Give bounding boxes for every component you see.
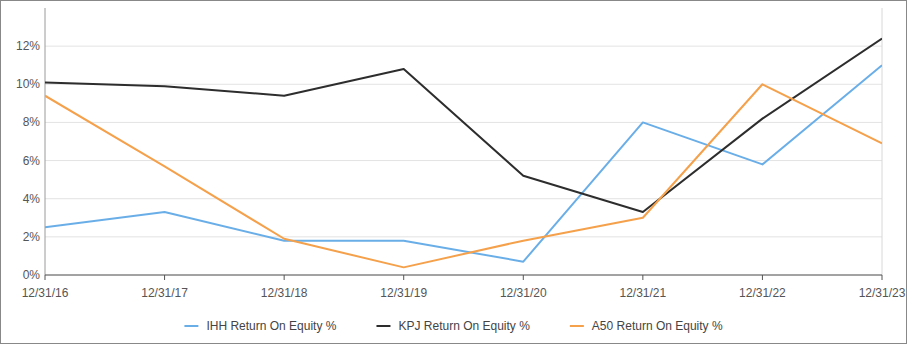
legend-swatch — [184, 325, 198, 327]
grid-line — [45, 46, 882, 47]
x-tick — [45, 275, 46, 280]
legend-label: IHH Return On Equity % — [206, 319, 336, 333]
y-axis-line — [45, 8, 46, 275]
legend-label: KPJ Return On Equity % — [398, 319, 530, 333]
x-tick-label: 12/31/22 — [739, 286, 786, 300]
x-tick — [882, 275, 883, 280]
grid-line — [45, 84, 882, 85]
x-tick-label: 12/31/23 — [859, 286, 906, 300]
x-tick-label: 12/31/17 — [141, 286, 188, 300]
series-line — [45, 65, 882, 261]
x-axis-line — [45, 275, 882, 276]
y-tick-label: 0% — [23, 268, 41, 282]
plot-frame — [882, 8, 883, 275]
y-tick-label: 10% — [16, 77, 40, 91]
x-tick — [523, 275, 524, 280]
x-tick — [164, 275, 165, 280]
y-tick-label: 2% — [23, 230, 41, 244]
legend-swatch — [570, 325, 584, 327]
series-line — [45, 84, 882, 267]
x-tick — [762, 275, 763, 280]
y-tick-label: 6% — [23, 154, 41, 168]
grid-line — [45, 198, 882, 199]
series-line — [45, 39, 882, 213]
y-tick-label: 8% — [23, 115, 41, 129]
y-tick-label: 12% — [16, 39, 40, 53]
x-tick — [403, 275, 404, 280]
legend: IHH Return On Equity % KPJ Return On Equi… — [184, 319, 723, 333]
chart: 0% 2% 4% 6% 8% 10% 12% 12/31/16 12/31/17 12/31/18… — [0, 0, 907, 344]
x-tick-label: 12/31/21 — [619, 286, 666, 300]
x-tick — [284, 275, 285, 280]
y-tick-label: 4% — [23, 192, 41, 206]
x-tick-label: 12/31/19 — [380, 286, 427, 300]
series-group — [45, 39, 882, 268]
x-tick — [642, 275, 643, 280]
legend-swatch — [376, 325, 390, 327]
x-tick-label: 12/31/16 — [22, 286, 69, 300]
outer-frame — [1, 1, 907, 344]
x-tick-label: 12/31/20 — [500, 286, 547, 300]
legend-label: A50 Return On Equity % — [592, 319, 723, 333]
x-tick-label: 12/31/18 — [261, 286, 308, 300]
grid-line — [45, 160, 882, 161]
grid-line — [45, 275, 882, 276]
grid-line — [45, 236, 882, 237]
